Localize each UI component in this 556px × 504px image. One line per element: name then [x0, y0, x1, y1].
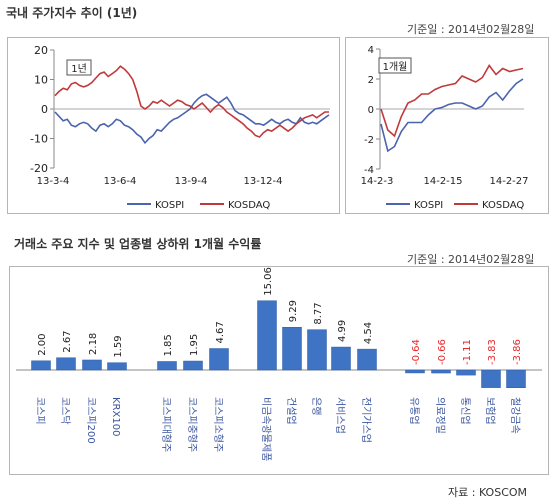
bar: [405, 369, 425, 374]
x-tick-label: 14-2-27: [489, 176, 528, 187]
x-tick-label: 13-9-4: [175, 176, 208, 187]
series-kosdaq-line: [380, 64, 524, 138]
category-label: 코스피대형주: [160, 397, 172, 452]
series-kospi-line: [380, 78, 524, 153]
legend-kosdaq-label: KOSDAQ: [482, 200, 524, 211]
bar: [456, 369, 476, 376]
bar: [481, 369, 501, 388]
bar-value-label: 1.95: [189, 334, 200, 356]
returns-bar-chart-panel: 2.00 코스피 2.67 코스닥 2.18 코스피200 1.59 KRX100 1.85 코스…: [9, 266, 549, 475]
y-tick-label: 10: [34, 74, 48, 87]
bar-value-label: 8.77: [313, 302, 324, 324]
y-tick-label: -2: [364, 135, 374, 146]
y-tick-label: 0: [368, 105, 374, 116]
bar-value-label: -3.83: [487, 339, 498, 365]
bar-value-label: -1.11: [462, 339, 473, 365]
yearly-chart-panel: 20 10 0 -10 -20 13-3-4 13-6-4 13-9-4 13-12-4 1년 KO…: [7, 37, 340, 214]
bar-value-label: 4.67: [215, 321, 226, 343]
bar-value-label: 4.54: [363, 322, 374, 344]
bar: [209, 348, 229, 371]
category-label: 철강금속: [509, 397, 521, 434]
bar: [307, 329, 327, 371]
section2-title: 거래소 주요 지수 및 업종별 상하위 1개월 수익률: [14, 237, 262, 251]
bar-value-label: 2.67: [62, 330, 73, 352]
category-label: 코스피: [34, 397, 46, 425]
bar-value-label: -0.66: [437, 339, 448, 365]
period-tag-box: [66, 59, 92, 76]
legend-kospi-label: KOSPI: [414, 200, 443, 211]
x-tick-label: 13-3-4: [37, 176, 70, 187]
y-tick-label: -20: [30, 162, 48, 175]
bar: [82, 359, 102, 371]
category-label: 코스피중형주: [186, 397, 198, 452]
category-label: 코스닥: [59, 397, 71, 425]
category-label: 코스피200: [85, 397, 97, 444]
category-label: 비금속광물제품: [260, 397, 272, 461]
category-label: 통신업: [459, 397, 472, 425]
x-tick-label: 13-12-4: [243, 176, 282, 187]
bar-value-label: 15.06: [263, 267, 274, 296]
category-label: 의료정밀: [434, 397, 446, 434]
y-tick-label: 0: [41, 103, 48, 116]
category-label: 은행: [310, 397, 322, 415]
bar-value-label: 4.99: [337, 320, 348, 342]
bar: [431, 369, 451, 374]
bar: [157, 361, 177, 371]
series-kosdaq-line: [54, 65, 329, 138]
source-note: 자료 : KOSCOM: [448, 486, 528, 499]
bar-value-label: -0.64: [411, 339, 422, 365]
bar-value-label: 2.00: [37, 334, 48, 356]
bar-value-label: 1.59: [113, 335, 124, 357]
y-tick-label: -4: [364, 165, 374, 176]
bar-value-label: 9.29: [288, 300, 299, 322]
bar: [183, 360, 203, 371]
category-label: 보험업: [484, 397, 497, 425]
y-tick-label: 2: [368, 75, 374, 86]
monthly-chart-panel: 4 2 0 -2 -4 14-2-3 14-2-15 14-2-27 1개월 KOSPI KOSDA…: [345, 37, 549, 214]
period-tag-box: [378, 57, 412, 74]
bar: [107, 362, 127, 371]
legend-kosdaq-label: KOSDAQ: [228, 200, 270, 211]
category-label: 코스피소형주: [212, 397, 224, 452]
legend-kospi-label: KOSPI: [155, 200, 184, 211]
bar-value-label: -3.86: [512, 339, 523, 365]
bar: [257, 300, 277, 371]
category-label: 서비스업: [334, 397, 347, 434]
x-tick-label: 14-2-3: [361, 176, 394, 187]
monthly-index-line-chart: 4 2 0 -2 -414-2-3 14-2-15 14-2-27 1개월 KOSPI KOSDA…: [361, 45, 529, 211]
bar: [282, 327, 302, 371]
y-tick-label: 4: [368, 45, 374, 56]
category-label: KRX100: [110, 397, 121, 436]
category-label: 전기가스업: [360, 397, 373, 443]
category-label: 건설업: [285, 397, 298, 425]
x-tick-label: 14-2-15: [423, 176, 462, 187]
bar: [506, 369, 526, 389]
x-tick-label: 13-6-4: [104, 176, 137, 187]
bar-value-label: 1.85: [163, 334, 174, 356]
category-label: 유통업: [408, 397, 421, 425]
section1-base-date: 기준일 : 2014년02월28일: [407, 23, 535, 36]
bar-value-label: 2.18: [88, 333, 99, 355]
period-tag-label: 1개월: [383, 61, 408, 73]
section2-base-date: 기준일 : 2014년02월28일: [407, 253, 535, 266]
bar: [56, 357, 76, 371]
period-tag-label: 1년: [71, 63, 87, 75]
bar: [331, 346, 351, 371]
returns-bar-chart: 2.00 코스피 2.67 코스닥 2.18 코스피200 1.59 KRX100 1.85 코스…: [16, 267, 542, 461]
series-kospi-line: [54, 93, 330, 145]
section1-title: 국내 주가지수 추이 (1년): [6, 6, 138, 20]
bar: [31, 360, 51, 371]
bar: [357, 348, 377, 371]
y-tick-label: 20: [34, 44, 48, 57]
y-tick-label: -10: [30, 133, 48, 146]
